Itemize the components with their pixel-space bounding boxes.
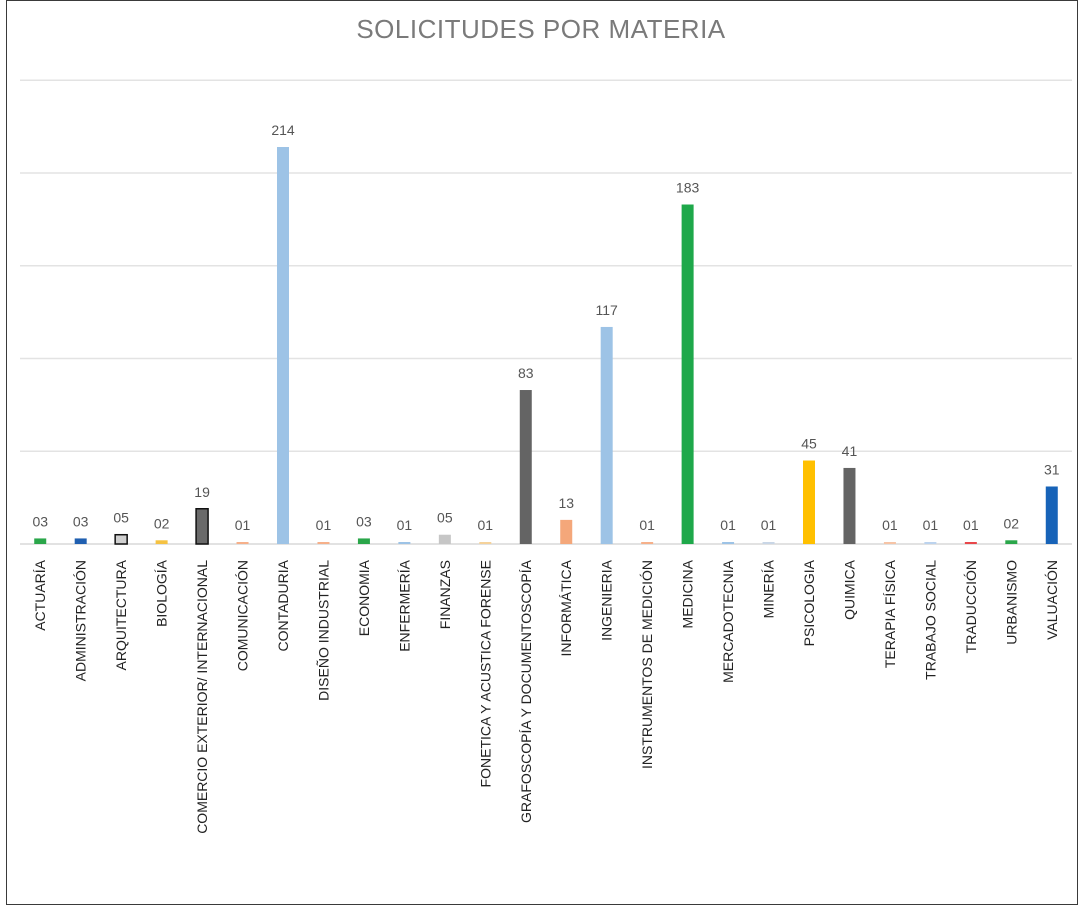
bar — [236, 542, 249, 544]
bar — [1005, 540, 1018, 544]
data-label: 03 — [356, 513, 372, 529]
category-label: QUIMICA — [841, 559, 857, 620]
bar — [398, 542, 411, 544]
category-label: COMUNICACIÓN — [235, 560, 251, 671]
category-label: ADMINISTRACIÓN — [73, 560, 89, 681]
data-label: 01 — [720, 517, 736, 533]
category-label: FINANZAS — [437, 560, 453, 629]
data-label: 02 — [1004, 515, 1020, 531]
bar — [277, 147, 289, 544]
data-label: 01 — [963, 517, 979, 533]
bar — [74, 538, 87, 544]
data-label: 01 — [761, 517, 777, 533]
data-label: 31 — [1044, 461, 1060, 477]
bar — [34, 538, 47, 544]
category-label: FONETICA Y ACUSTICA FORENSE — [477, 560, 493, 787]
category-label: URBANISMO — [1003, 560, 1019, 645]
data-label: 183 — [676, 180, 700, 196]
data-label: 02 — [154, 515, 170, 531]
data-label: 01 — [397, 517, 413, 533]
bar — [438, 534, 451, 544]
category-label: COMERCIO EXTERIOR/ INTERNACIONAL — [194, 560, 210, 834]
data-label: 03 — [32, 513, 48, 529]
data-label: 45 — [801, 436, 817, 452]
data-label: 03 — [73, 513, 89, 529]
category-label: PSICOLOGIA — [801, 559, 817, 646]
bar — [357, 538, 370, 544]
bar — [600, 326, 613, 544]
category-label: INFORMÁTICA — [558, 559, 574, 656]
bar — [155, 540, 168, 544]
data-label: 05 — [437, 510, 453, 526]
category-label: GRAFOSCOPÍA Y DOCUMENTOSCOPÍA — [518, 559, 534, 823]
data-label: 19 — [194, 484, 210, 500]
category-label: TERAPIA FÍSICA — [882, 559, 898, 668]
chart-frame — [6, 0, 1078, 905]
data-label: 41 — [842, 443, 858, 459]
bar — [560, 519, 573, 544]
category-label: CONTADURIA — [275, 559, 291, 651]
bar — [883, 542, 896, 544]
data-label: 01 — [478, 517, 494, 533]
category-label: INSTRUMENTOS DE MEDICIÓN — [639, 560, 655, 769]
data-label: 13 — [558, 495, 574, 511]
data-label: 01 — [923, 517, 939, 533]
bar — [964, 542, 977, 544]
category-label: TRADUCCIÓN — [963, 560, 979, 653]
bar — [479, 542, 492, 544]
category-label: MERCADOTECNIA — [720, 559, 736, 683]
category-label: ENFERMERÍA — [396, 559, 412, 651]
bar — [924, 542, 937, 544]
data-label: 01 — [316, 517, 332, 533]
chart-title: SOLICITUDES POR MATERIA — [356, 14, 726, 44]
data-label: 83 — [518, 365, 534, 381]
bar — [1045, 486, 1058, 544]
category-label: VALUACIÓN — [1044, 560, 1060, 640]
bar — [641, 542, 654, 544]
data-label: 214 — [271, 122, 295, 138]
bar — [195, 508, 209, 545]
bar — [803, 460, 815, 544]
category-label: BIOLOGÍA — [154, 559, 170, 627]
bar — [519, 390, 532, 544]
category-label: MEDICINA — [680, 559, 696, 628]
bar — [762, 542, 775, 544]
data-label: 01 — [235, 517, 251, 533]
data-label: 01 — [882, 517, 898, 533]
data-label: 01 — [639, 517, 655, 533]
bar — [317, 542, 330, 544]
category-label: MINERÍA — [761, 559, 777, 618]
category-label: TRABAJO SOCIAL — [922, 560, 938, 680]
category-label: INGENIERIA — [599, 559, 615, 641]
bar — [681, 204, 694, 544]
bar — [843, 467, 856, 544]
category-label: ECONOMIA — [356, 559, 372, 636]
category-label: DISEÑO INDUSTRIAL — [315, 560, 331, 701]
bar — [114, 533, 128, 545]
data-label: 117 — [596, 302, 619, 318]
category-label: ARQUITECTURA — [113, 559, 129, 670]
data-label: 05 — [113, 510, 129, 526]
category-label: ACTUARÍA — [32, 559, 48, 630]
bar — [722, 542, 735, 544]
